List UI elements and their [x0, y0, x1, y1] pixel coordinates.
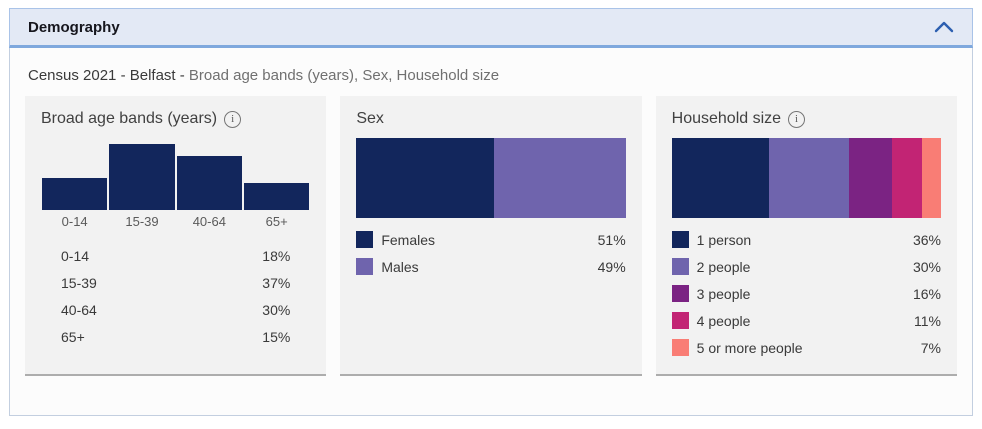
- legend-swatch: [671, 285, 689, 302]
- card-sex: Sex Females 51% Males 49%: [340, 96, 642, 376]
- axis-label: 65+: [265, 214, 288, 229]
- legend-label: 5 or more people: [696, 339, 803, 356]
- legend-label: 1 person: [696, 231, 752, 248]
- legend-swatch: [671, 231, 689, 248]
- demography-panel: Demography Census 2021 - Belfast - Broad…: [9, 8, 973, 416]
- card-broad-age-bands: Broad age bands (years) i 0-14 15-39 40-64…: [25, 96, 327, 376]
- age-bands-table: 0-14 18% 15-39 37% 40-64 30% 65+ 15%: [49, 242, 302, 350]
- legend-value: 7%: [920, 339, 941, 356]
- info-icon[interactable]: i: [224, 110, 242, 128]
- bar-segment-males: [493, 138, 626, 218]
- axis-label: 15-39: [125, 214, 159, 229]
- bar-column: 40-64: [176, 142, 243, 230]
- accordion-header-demography[interactable]: Demography: [9, 8, 973, 48]
- table-row: 40-64 30%: [49, 296, 302, 323]
- table-row-value: 18%: [262, 247, 291, 264]
- chevron-up-icon[interactable]: [934, 21, 954, 33]
- bar-0-14: [42, 178, 108, 210]
- table-row: 15-39 37%: [49, 269, 302, 296]
- legend-item: Males 49%: [356, 253, 626, 280]
- subtitle: Census 2021 - Belfast - Broad age bands …: [10, 48, 972, 96]
- card-title-row: Household size i: [672, 110, 941, 128]
- subtitle-secondary: Broad age bands (years), Sex, Household …: [188, 67, 500, 84]
- household-size-legend: 1 person 36% 2 people 30% 3 people 16% 4 peopl…: [671, 226, 941, 361]
- legend-value: 11%: [914, 312, 941, 329]
- bar-segment-4-people: [892, 138, 923, 218]
- subtitle-primary: Census 2021 - Belfast -: [28, 67, 189, 84]
- legend-swatch: [671, 339, 689, 356]
- bar-segment-5-or-more-people: [922, 138, 941, 218]
- bar-segment-3-people: [849, 138, 893, 218]
- card-title-row: Sex: [356, 110, 625, 128]
- card-household-size: Household size i 1 person 36% 2 people 30% 3…: [655, 96, 957, 376]
- info-icon[interactable]: i: [788, 110, 806, 128]
- table-row-label: 65+: [61, 328, 85, 345]
- bar-column: 0-14: [41, 142, 108, 230]
- table-row-value: 30%: [262, 301, 291, 318]
- legend-label: 3 people: [696, 285, 751, 302]
- legend-item: Females 51%: [356, 226, 626, 253]
- legend-value: 16%: [912, 285, 941, 302]
- legend-label: Females: [381, 231, 436, 248]
- card-title-row: Broad age bands (years) i: [41, 110, 310, 128]
- bar-segment-females: [356, 138, 494, 218]
- legend-item: 1 person 36%: [671, 226, 941, 253]
- axis-label: 0-14: [61, 214, 88, 229]
- legend-swatch: [356, 258, 374, 275]
- legend-item: 2 people 30%: [671, 253, 941, 280]
- table-row-label: 0-14: [61, 247, 90, 264]
- table-row: 65+ 15%: [49, 323, 302, 350]
- bar-15-39: [109, 144, 175, 210]
- legend-swatch: [671, 312, 689, 329]
- axis-label: 40-64: [192, 214, 226, 229]
- chart-cards-row: Broad age bands (years) i 0-14 15-39 40-64…: [10, 96, 972, 376]
- legend-value: 49%: [597, 258, 626, 275]
- legend-item: 5 or more people 7%: [671, 334, 941, 361]
- table-row-value: 15%: [262, 328, 291, 345]
- household-size-stacked-bar: [671, 138, 941, 218]
- legend-value: 30%: [912, 258, 941, 275]
- bar-column: 15-39: [108, 142, 175, 230]
- legend-label: Males: [381, 258, 419, 275]
- legend-value: 36%: [912, 231, 941, 248]
- legend-swatch: [671, 258, 689, 275]
- bar-segment-2-people: [768, 138, 850, 218]
- bar-65+: [243, 183, 310, 210]
- table-row-label: 15-39: [61, 274, 97, 291]
- age-bands-column-chart: 0-14 15-39 40-64 65+: [41, 142, 310, 230]
- legend-label: 2 people: [696, 258, 751, 275]
- card-title-sex: Sex: [356, 110, 384, 127]
- card-title-age-bands: Broad age bands (years): [41, 110, 218, 127]
- panel-body: Census 2021 - Belfast - Broad age bands …: [10, 48, 972, 376]
- legend-swatch: [356, 231, 374, 248]
- legend-item: 3 people 16%: [671, 280, 941, 307]
- bar-column: 65+: [243, 142, 310, 230]
- legend-label: 4 people: [696, 312, 751, 329]
- card-title-household-size: Household size: [671, 110, 782, 127]
- accordion-title: Demography: [28, 18, 120, 36]
- table-row-label: 40-64: [61, 301, 97, 318]
- bar-segment-1-person: [671, 138, 769, 218]
- table-row: 0-14 18%: [49, 242, 302, 269]
- bar-40-64: [176, 156, 242, 210]
- sex-legend: Females 51% Males 49%: [356, 226, 626, 280]
- table-row-value: 37%: [262, 274, 291, 291]
- legend-value: 51%: [597, 231, 626, 248]
- legend-item: 4 people 11%: [671, 307, 941, 334]
- sex-stacked-bar: [356, 138, 626, 218]
